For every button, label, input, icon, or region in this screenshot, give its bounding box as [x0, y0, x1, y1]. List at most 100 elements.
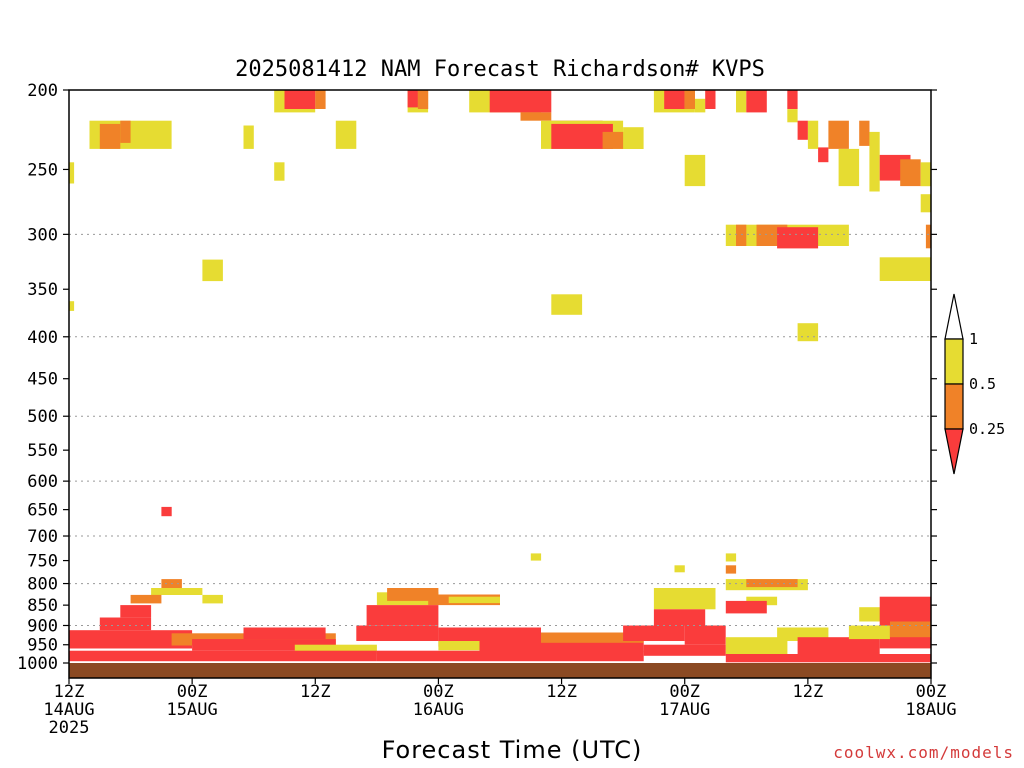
- pressure-gridlines: [69, 233, 931, 626]
- heatmap-cell: [120, 120, 131, 143]
- heatmap-cell: [294, 644, 377, 654]
- heatmap-cell: [838, 148, 860, 187]
- heatmap-cell: [925, 224, 931, 249]
- y-tick-label: 800: [27, 575, 58, 595]
- x-axis-label: Forecast Time (UTC): [382, 736, 643, 764]
- chart-title: 2025081412 NAM Forecast Richardson# KVPS: [235, 57, 765, 82]
- heatmap-cell: [859, 120, 870, 146]
- y-tick-label: 450: [27, 370, 58, 390]
- heatmap-cell: [890, 621, 931, 638]
- heatmap-cell: [541, 632, 644, 643]
- heatmap-cell: [130, 594, 162, 604]
- heatmap-cell: [417, 90, 429, 109]
- x-tick-label: 00Z: [423, 682, 454, 702]
- x-tick-label: 16AUG: [413, 700, 464, 720]
- colorbar-label: 0.5: [969, 375, 996, 393]
- x-tick-label: 12Z: [54, 682, 85, 702]
- heatmap-cell: [161, 506, 172, 517]
- heatmap-cell: [623, 127, 644, 149]
- x-tick-label: 00Z: [916, 682, 947, 702]
- y-tick-label: 950: [27, 636, 58, 656]
- heatmap-cell: [725, 565, 737, 574]
- heatmap-cell: [284, 90, 316, 109]
- x-tick-label: 18AUG: [905, 700, 956, 720]
- heatmap-cell: [243, 125, 254, 149]
- colorbar-label: 1: [969, 330, 978, 348]
- heatmap-cell: [777, 227, 819, 249]
- heatmap-cell: [725, 654, 931, 663]
- x-tick-label: 17AUG: [659, 700, 710, 720]
- heatmap-cell: [869, 131, 880, 192]
- heatmap-cell: [879, 257, 931, 281]
- heatmap-cell: [151, 588, 203, 595]
- plot-frame: [68, 89, 932, 679]
- heatmap-cell: [99, 617, 152, 631]
- heatmap-cell: [243, 627, 326, 640]
- x-tick-label: 12Z: [300, 682, 331, 702]
- heatmap-cell: [315, 90, 326, 109]
- y-tick-label: 900: [27, 617, 58, 637]
- heatmap-cell: [551, 294, 583, 315]
- y-tick-label: 500: [27, 407, 58, 427]
- colorbar-under-triangle: [944, 428, 964, 475]
- heatmap-cell: [684, 625, 726, 645]
- heatmap-cell: [848, 625, 890, 640]
- heatmap-cell: [120, 605, 152, 618]
- heatmap-cell: [828, 120, 849, 149]
- heatmap-cell: [674, 565, 685, 573]
- heatmap-cell: [356, 625, 439, 641]
- y-tick-label: 250: [27, 160, 58, 180]
- heatmap-cell: [448, 596, 500, 604]
- heatmap-cell: [920, 194, 931, 213]
- y-tick-label: 550: [27, 441, 58, 461]
- heatmap-cell: [69, 650, 377, 662]
- y-tick-label: 400: [27, 328, 58, 348]
- heatmap-cell: [623, 625, 685, 641]
- heatmap-cell: [479, 641, 644, 653]
- heatmap-cell: [366, 605, 439, 626]
- colorbar-bin: [944, 383, 964, 430]
- heatmap-cell: [69, 630, 193, 649]
- x-tick-label: 00Z: [177, 682, 208, 702]
- heatmap-cell: [438, 641, 521, 651]
- colorbar-label: 0.25: [969, 420, 1005, 438]
- heatmap-cell: [684, 90, 695, 109]
- x-tick-label: 14AUG: [43, 700, 94, 720]
- y-tick-label: 1000: [17, 654, 58, 674]
- heatmap-cell: [705, 90, 716, 109]
- heatmap-cell: [489, 90, 552, 113]
- heatmap-cell: [664, 90, 685, 109]
- colorbar-over-triangle: [944, 293, 964, 340]
- heatmap-cell: [797, 120, 808, 140]
- heatmap-cell: [736, 90, 747, 113]
- heatmap-cell: [520, 112, 552, 121]
- heatmap-cell: [407, 90, 418, 108]
- heatmap-cell: [202, 259, 223, 282]
- heatmap-cell: [335, 120, 357, 149]
- heatmap-cell: [920, 162, 931, 187]
- y-tick-label: 750: [27, 552, 58, 572]
- heatmap-cell: [192, 639, 336, 651]
- heatmap-cell: [376, 650, 644, 662]
- y-tick-label: 650: [27, 501, 58, 521]
- heatmap-cell: [69, 162, 75, 184]
- y-tick-label: 700: [27, 527, 58, 547]
- heatmap-cell: [202, 594, 223, 604]
- heatmap-cells: [69, 90, 931, 663]
- x-tick-label: 15AUG: [167, 700, 218, 720]
- y-tick-label: 300: [27, 225, 58, 245]
- heatmap-cell: [787, 90, 798, 109]
- heatmap-cell: [643, 644, 726, 656]
- y-tick-label: 850: [27, 596, 58, 616]
- heatmap-cell: [653, 609, 706, 626]
- heatmap-cell: [69, 301, 75, 311]
- heatmap-cell: [736, 224, 747, 246]
- heatmap-cell: [797, 323, 819, 342]
- colorbar-bin: [944, 338, 964, 385]
- y-tick-label: 600: [27, 472, 58, 492]
- heatmap-cell: [530, 553, 542, 561]
- heatmap-cell: [725, 637, 788, 654]
- source-credit: coolwx.com/models: [833, 743, 1014, 762]
